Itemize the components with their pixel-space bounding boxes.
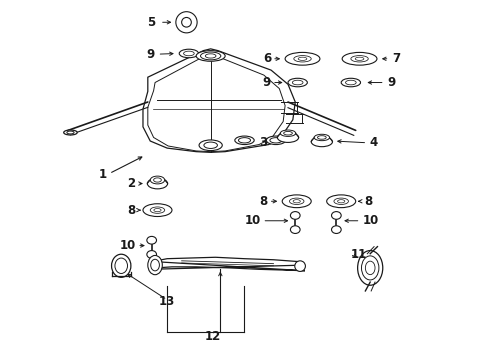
Text: 1: 1: [99, 168, 106, 181]
Text: 11: 11: [350, 248, 366, 261]
Ellipse shape: [310, 137, 332, 147]
Ellipse shape: [147, 256, 162, 275]
Ellipse shape: [150, 176, 164, 184]
Ellipse shape: [63, 130, 77, 135]
Text: 2: 2: [127, 177, 136, 190]
Ellipse shape: [290, 212, 300, 219]
Ellipse shape: [283, 131, 292, 135]
Text: 10: 10: [362, 214, 378, 227]
Ellipse shape: [150, 259, 159, 271]
Ellipse shape: [294, 261, 305, 271]
Ellipse shape: [293, 55, 310, 62]
Ellipse shape: [285, 53, 319, 65]
Ellipse shape: [146, 237, 156, 244]
Text: 9: 9: [263, 76, 270, 89]
Ellipse shape: [331, 226, 341, 234]
Ellipse shape: [269, 138, 282, 143]
Ellipse shape: [181, 17, 191, 27]
Ellipse shape: [147, 178, 167, 189]
Text: 8: 8: [364, 195, 372, 208]
Ellipse shape: [176, 12, 197, 33]
Ellipse shape: [146, 251, 156, 258]
Text: 10: 10: [119, 239, 136, 252]
Ellipse shape: [337, 200, 344, 203]
Ellipse shape: [354, 57, 363, 60]
Text: 13: 13: [159, 295, 175, 308]
Ellipse shape: [357, 251, 382, 285]
Ellipse shape: [298, 57, 306, 60]
Text: 9: 9: [146, 48, 155, 61]
Ellipse shape: [313, 134, 329, 141]
Polygon shape: [147, 55, 285, 152]
Text: 9: 9: [386, 76, 395, 89]
Ellipse shape: [331, 212, 341, 219]
Ellipse shape: [361, 256, 378, 280]
Text: 6: 6: [263, 52, 270, 65]
Ellipse shape: [154, 208, 161, 212]
Ellipse shape: [333, 198, 348, 204]
Ellipse shape: [326, 195, 355, 208]
Ellipse shape: [115, 258, 127, 274]
Ellipse shape: [183, 51, 194, 56]
Ellipse shape: [142, 204, 172, 216]
Polygon shape: [150, 257, 305, 271]
Ellipse shape: [203, 142, 217, 148]
Text: 3: 3: [259, 136, 267, 149]
Ellipse shape: [292, 200, 300, 203]
Ellipse shape: [238, 138, 250, 143]
Ellipse shape: [67, 131, 74, 134]
Text: 10: 10: [244, 214, 261, 227]
Ellipse shape: [280, 130, 295, 136]
Ellipse shape: [150, 207, 164, 213]
Ellipse shape: [290, 226, 300, 234]
Ellipse shape: [317, 136, 325, 139]
Ellipse shape: [199, 140, 222, 150]
Ellipse shape: [345, 80, 355, 85]
Ellipse shape: [292, 80, 303, 85]
Ellipse shape: [342, 53, 376, 65]
Text: 7: 7: [391, 52, 399, 65]
Text: 4: 4: [368, 136, 377, 149]
Ellipse shape: [179, 49, 198, 58]
Ellipse shape: [365, 261, 374, 275]
Ellipse shape: [111, 254, 131, 277]
Ellipse shape: [289, 198, 304, 204]
Ellipse shape: [234, 136, 254, 145]
Ellipse shape: [265, 136, 285, 145]
Text: 12: 12: [204, 330, 221, 343]
Ellipse shape: [277, 132, 298, 143]
Text: 5: 5: [146, 16, 155, 29]
Text: 8: 8: [259, 195, 267, 208]
Ellipse shape: [282, 195, 310, 208]
Ellipse shape: [200, 52, 221, 60]
Ellipse shape: [205, 54, 216, 58]
Ellipse shape: [350, 55, 367, 62]
Ellipse shape: [287, 78, 307, 87]
Ellipse shape: [153, 178, 161, 182]
Ellipse shape: [196, 51, 224, 61]
Text: 8: 8: [127, 204, 136, 217]
Ellipse shape: [341, 78, 360, 87]
